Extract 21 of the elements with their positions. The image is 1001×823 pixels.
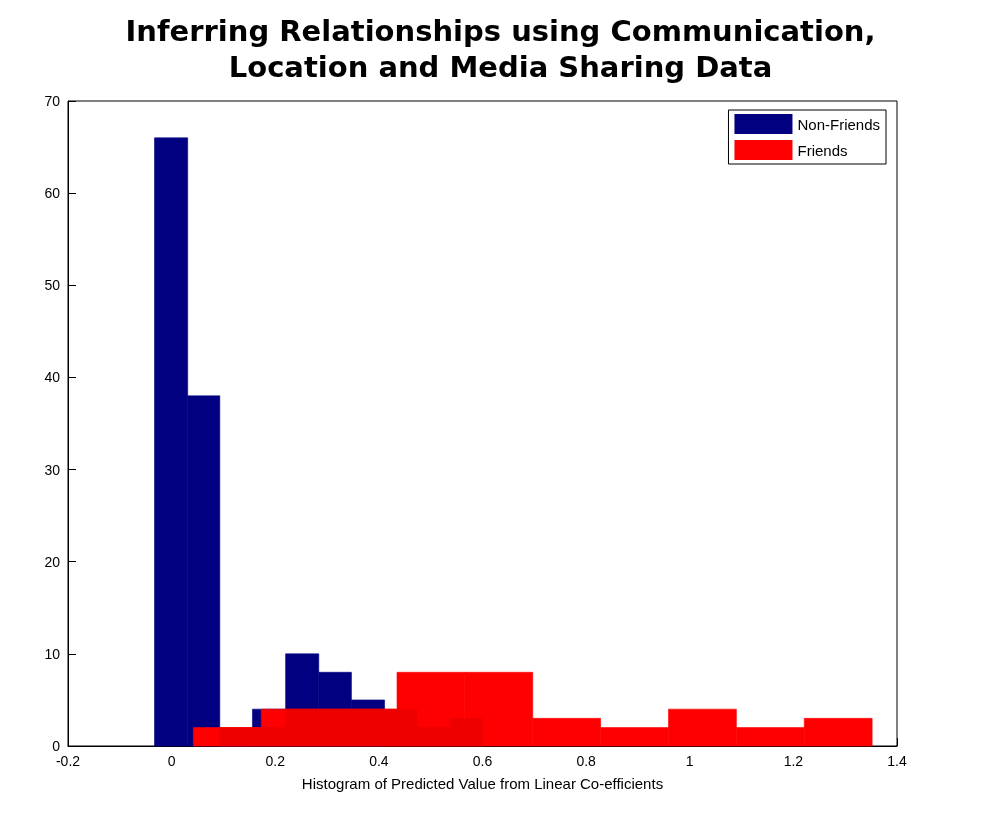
x-tick-label: 0 [167, 753, 176, 769]
x-tick-label: 1.4 [887, 753, 907, 769]
y-tick-label: 20 [44, 553, 61, 570]
y-tick-label: 0 [52, 738, 61, 754]
y-tick-label: 10 [44, 645, 61, 662]
x-tick-label: 0.6 [472, 753, 493, 769]
x-tick-label: 0.8 [576, 753, 597, 769]
legend-label: Non-Friends [797, 115, 880, 133]
x-axis-title: Histogram of Predicted Value from Linear Co-efficients [301, 775, 664, 792]
x-tick-label: -0.2 [55, 753, 81, 769]
y-tick-label: 40 [44, 369, 61, 386]
y-tick-label: 50 [44, 277, 61, 294]
chart-title: Inferring Relationships using Communication, Location and Media Sharing Data [125, 14, 876, 84]
y-tick-label: 60 [44, 185, 61, 202]
y-tick-label: 70 [44, 93, 61, 109]
y-tick-label: 30 [44, 461, 61, 478]
legend-label: Friends [797, 141, 848, 159]
x-tick-label: 0.4 [369, 753, 389, 769]
x-tick-label: 1 [685, 753, 694, 769]
x-tick-label: 0.2 [265, 753, 286, 769]
x-tick-label: 1.2 [783, 753, 804, 769]
